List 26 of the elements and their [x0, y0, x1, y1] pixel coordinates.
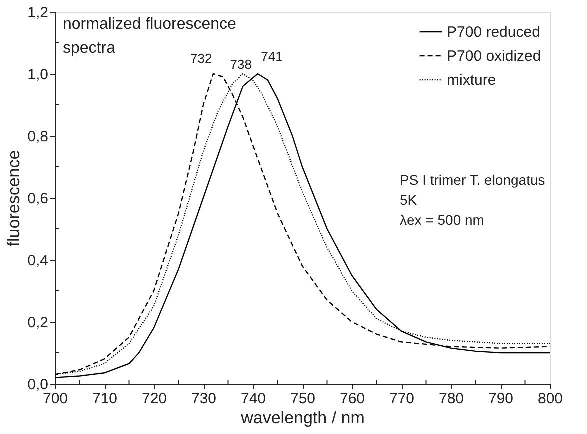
x-tick-label: 790	[488, 390, 514, 408]
y-tick-label: 1,0	[28, 66, 48, 84]
y-tick-label: 0,4	[28, 252, 48, 270]
legend-label: P700 reduced	[447, 24, 540, 41]
legend-label: P700 oxidized	[447, 48, 542, 65]
x-tick-label: 700	[42, 390, 68, 408]
annotation: PS I trimer T. elongatus 5K λex = 500 nm	[400, 172, 546, 228]
y-tick-label: 0,0	[28, 376, 48, 394]
x-tick-label: 800	[538, 390, 564, 408]
x-tick-label: 740	[240, 390, 266, 408]
x-tick-label: 720	[142, 390, 168, 408]
x-tick-label: 710	[92, 390, 118, 408]
x-tick-label: 750	[290, 390, 316, 408]
annotation: 738	[230, 57, 252, 72]
annotation: 741	[261, 49, 283, 64]
legend-label: mixture	[447, 72, 496, 89]
y-tick-label: 0,6	[28, 190, 48, 208]
y-tick-label: 0,2	[28, 314, 48, 332]
y-tick-label: 0,8	[28, 128, 48, 146]
x-tick-label: 770	[389, 390, 415, 408]
x-axis-title: wavelength / nm	[240, 408, 365, 428]
y-axis-title: fluorescence	[4, 150, 24, 247]
y-tick-label: 1,2	[28, 4, 48, 22]
x-tick-label: 780	[438, 390, 464, 408]
x-tick-label: 730	[191, 390, 217, 408]
x-tick-label: 760	[340, 390, 366, 408]
